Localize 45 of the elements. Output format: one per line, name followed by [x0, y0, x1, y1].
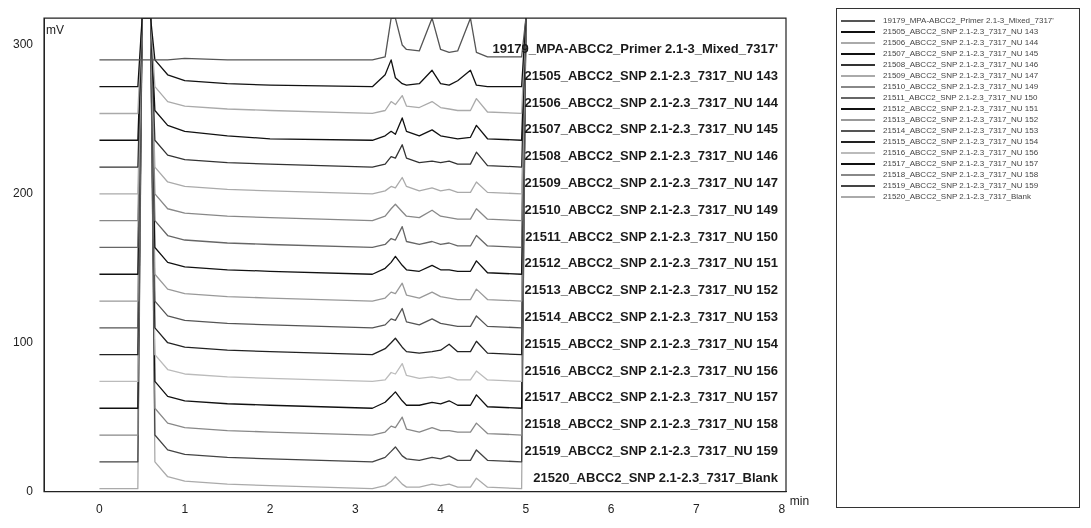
- x-tick-label: 0: [96, 502, 104, 517]
- legend-label: 21517_ABCC2_SNP 2.1-2.3_7317_NU 157: [883, 159, 1039, 168]
- text: 21520_ABCC2_SNP 2.1-2.3_7317_Blank: [533, 469, 778, 485]
- legend-label: 21505_ABCC2_SNP 2.1-2.3_7317_NU 143: [883, 27, 1039, 36]
- legend-label: 21516_ABCC2_SNP 2.1-2.3_7317_NU 156: [883, 148, 1039, 157]
- text: 21515_ABCC2_SNP 2.1-2.3_7317_NU 154: [524, 335, 778, 351]
- y-tick-label: 100: [12, 335, 34, 350]
- text: 21514_ABCC2_SNP 2.1-2.3_7317_NU 153: [524, 308, 778, 324]
- text: 21508_ABCC2_SNP 2.1-2.3_7317_NU 146: [524, 148, 778, 164]
- legend-label: 21510_ABCC2_SNP 2.1-2.3_7317_NU 149: [883, 82, 1039, 91]
- x-tick-label: 4: [437, 502, 445, 517]
- legend-label: 21506_ABCC2_SNP 2.1-2.3_7317_NU 144: [883, 38, 1039, 47]
- legend-label: 21509_ABCC2_SNP 2.1-2.3_7317_NU 147: [883, 71, 1039, 80]
- text: 21519_ABCC2_SNP 2.1-2.3_7317_NU 159: [524, 442, 778, 458]
- text: 21512_ABCC2_SNP 2.1-2.3_7317_NU 151: [524, 255, 778, 271]
- legend-label: 21513_ABCC2_SNP 2.1-2.3_7317_NU 152: [883, 115, 1039, 124]
- x-tick-label: 7: [693, 502, 701, 517]
- text: 21510_ABCC2_SNP 2.1-2.3_7317_NU 149: [524, 201, 778, 217]
- y-tick-label: 0: [26, 483, 34, 498]
- y-tick-label: 300: [12, 37, 34, 52]
- legend-label: 21515_ABCC2_SNP 2.1-2.3_7317_NU 154: [883, 137, 1039, 146]
- x-tick-label: 8: [778, 502, 786, 517]
- x-axis-title: min: [789, 493, 810, 508]
- legend-label: 19179_MPA-ABCC2_Primer 2.1-3_Mixed_7317': [883, 16, 1054, 25]
- legend-label: 21512_ABCC2_SNP 2.1-2.3_7317_NU 151: [883, 104, 1039, 113]
- legend-label: 21520_ABCC2_SNP 2.1-2.3_7317_Blank: [883, 192, 1031, 201]
- y-axis-title: mV: [46, 22, 65, 37]
- legend-label: 21511_ABCC2_SNP 2.1-2.3_7317_NU 150: [883, 93, 1038, 102]
- y-tick-label: 200: [12, 186, 34, 201]
- legend-label: 21507_ABCC2_SNP 2.1-2.3_7317_NU 145: [883, 49, 1039, 58]
- text: 21511_ABCC2_SNP 2.1-2.3_7317_NU 150: [525, 228, 778, 244]
- x-tick-label: 1: [181, 502, 189, 517]
- legend-label: 21514_ABCC2_SNP 2.1-2.3_7317_NU 153: [883, 126, 1039, 135]
- text: 21513_ABCC2_SNP 2.1-2.3_7317_NU 152: [524, 282, 778, 298]
- legend-label: 21508_ABCC2_SNP 2.1-2.3_7317_NU 146: [883, 60, 1039, 69]
- legend-label: 21519_ABCC2_SNP 2.1-2.3_7317_NU 159: [883, 181, 1039, 190]
- text: 21518_ABCC2_SNP 2.1-2.3_7317_NU 158: [524, 416, 778, 432]
- x-tick-label: 5: [522, 502, 530, 517]
- x-tick-label: 3: [351, 502, 359, 517]
- text: 21509_ABCC2_SNP 2.1-2.3_7317_NU 147: [524, 174, 778, 190]
- legend-label: 21518_ABCC2_SNP 2.1-2.3_7317_NU 158: [883, 170, 1039, 179]
- text: 21517_ABCC2_SNP 2.1-2.3_7317_NU 157: [524, 389, 778, 405]
- x-tick-label: 2: [266, 502, 274, 517]
- text: 21516_ABCC2_SNP 2.1-2.3_7317_NU 156: [524, 362, 778, 378]
- x-tick-label: 6: [607, 502, 615, 517]
